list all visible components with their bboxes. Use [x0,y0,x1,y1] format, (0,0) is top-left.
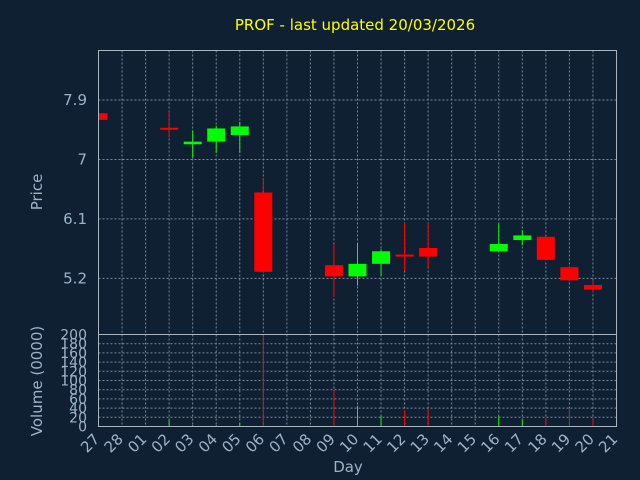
x-tick-label: 08 [289,430,315,456]
x-axis-label: Day [333,458,363,476]
x-tick-label: 02 [148,430,174,456]
x-tick-label: 06 [242,430,268,456]
candle-body [254,192,273,272]
x-tick-label: 11 [360,430,386,456]
volume-tick-label: 80 [69,383,87,399]
x-tick-label: 09 [313,430,339,456]
volume-tick-label: 20 [69,410,87,426]
volume-axis-label: Volume (0000) [28,326,46,436]
candle-19 [560,267,579,282]
price-tick-label: 5.2 [63,269,87,287]
candle-12 [395,222,414,272]
x-tick-labels: 2728010203040506070809101112131415161718… [77,430,621,456]
x-tick-label: 28 [101,430,127,456]
x-tick-label: 14 [430,430,456,456]
x-tick-label: 03 [171,430,197,456]
candle-body [583,284,602,290]
volume-tick-label: 200 [60,328,87,344]
x-tick-label: 16 [477,430,503,456]
x-tick-label: 20 [572,430,598,456]
candle-body [395,254,414,257]
candle-16 [489,223,508,252]
volume-tick-label: 140 [60,355,87,371]
volume-tick-label: 40 [69,401,87,417]
candles [98,111,602,297]
volume-tick-label: 100 [60,374,87,390]
volume-tick-label: 0 [78,420,87,436]
candle-04 [207,125,226,153]
price-axis-label: Price [28,174,46,211]
candle-body [230,126,249,136]
candle-11 [372,249,391,277]
candle-body [489,244,508,252]
candle-body [536,236,555,260]
price-tick-label: 7 [77,150,87,168]
x-tick-label: 07 [265,430,291,456]
x-tick-label: 15 [454,430,480,456]
candle-27 [98,113,108,120]
candle-17 [513,230,532,246]
candle-20 [583,281,602,293]
x-tick-label: 21 [595,430,621,456]
x-tick-label: 19 [548,430,574,456]
price-gridlines [98,50,617,335]
x-tick-label: 05 [218,430,244,456]
x-tick-label: 13 [407,430,433,456]
candle-18 [536,236,555,261]
x-tick-label: 04 [195,430,221,456]
x-tick-label: 01 [124,430,150,456]
candle-body [560,267,579,281]
volume-tick-label: 60 [69,392,87,408]
volume-tick-label: 160 [60,346,87,362]
candle-body [324,265,343,277]
candle-body [372,251,391,264]
x-tick-label: 17 [501,430,527,456]
candle-body [348,263,367,277]
candle-10 [348,243,367,286]
candle-body [513,235,532,241]
x-tick-label: 12 [383,430,409,456]
price-tick-label: 6.1 [63,210,87,228]
x-tick-label: 10 [336,430,362,456]
volume-tick-label: 180 [60,337,87,353]
candle-body [419,247,438,257]
volume-plot-frame [98,334,617,427]
candle-body [207,128,226,142]
chart-title: PROF - last updated 20/03/2026 [235,16,475,34]
candle-02 [160,111,179,138]
price-tick-label: 7.9 [63,91,87,109]
volume-tick-label: 120 [60,364,87,380]
candle-body [160,127,179,130]
x-tick-label: 18 [524,430,550,456]
candle-body [98,113,108,120]
price-tick-labels: 5.2 6.1 7 7.9 [63,91,87,287]
candle-09 [324,244,343,297]
candle-03 [183,130,202,159]
candle-body [183,141,202,145]
candle-05 [230,121,249,153]
volume-bars [168,334,594,427]
candle-13 [419,222,438,268]
candle-06 [254,177,273,272]
